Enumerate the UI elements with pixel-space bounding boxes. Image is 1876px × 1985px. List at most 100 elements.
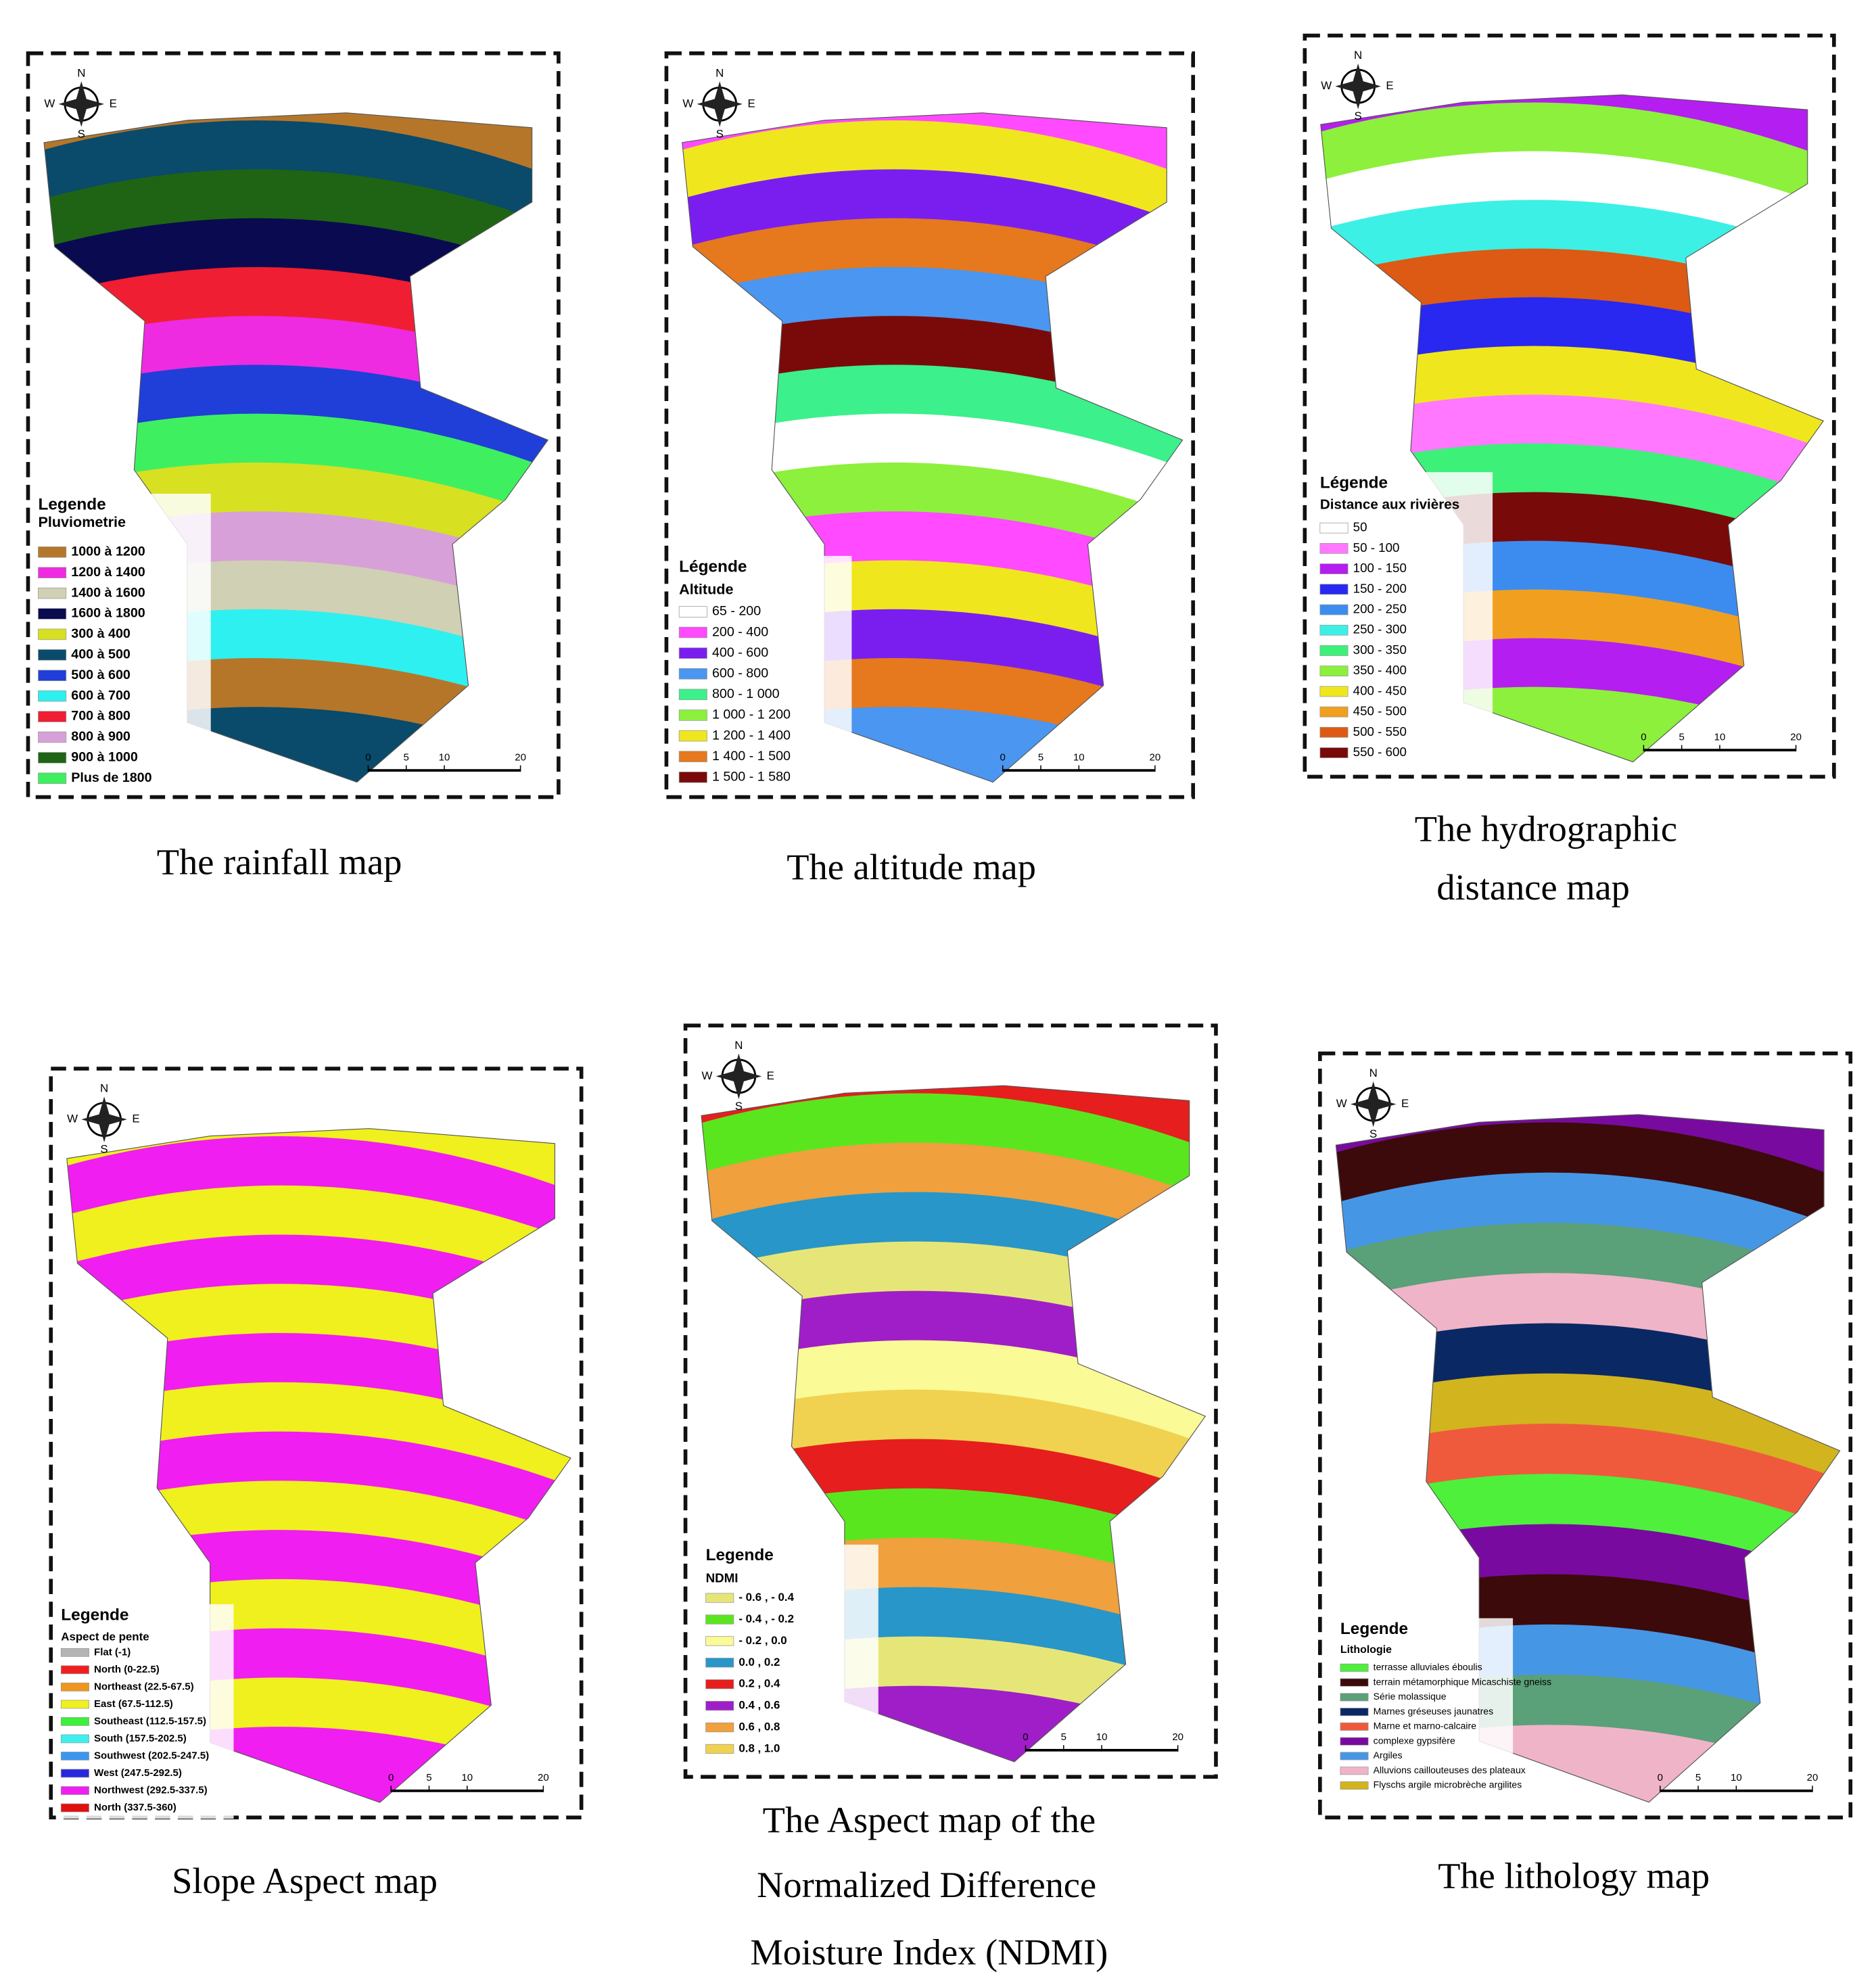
legend-label: 300 - 350 (1353, 643, 1407, 657)
legend-title: Légende (679, 557, 747, 576)
legend-label: 1400 à 1600 (71, 585, 145, 600)
scale-label: 10 (1096, 1731, 1108, 1743)
map-frame (664, 51, 1196, 799)
compass-e: E (748, 97, 755, 110)
scale-label: 10 (1714, 731, 1726, 743)
legend-swatch (1340, 1678, 1369, 1687)
legend-title: Legende (38, 495, 105, 513)
legend-swatch (1319, 645, 1349, 656)
legend-swatch (1340, 1663, 1369, 1672)
compass-n: N (1354, 49, 1362, 62)
legend-label: 450 - 500 (1353, 704, 1407, 718)
compass-e: E (1401, 1097, 1409, 1110)
legend-swatch (678, 730, 707, 742)
legend-title: Legende (61, 1606, 128, 1624)
scale-label: 20 (515, 751, 526, 763)
legend-label: 350 - 400 (1353, 663, 1407, 677)
map-caption: The lithology map (1438, 1856, 1710, 1896)
scale-label: 5 (1038, 751, 1043, 763)
legend-label: 0.8 , 1.0 (738, 1742, 780, 1754)
map-panel: N S W E Legende Lithologie terrasse alluviales… (1318, 1051, 1853, 1820)
legend-label: 0.4 , 0.6 (738, 1699, 780, 1712)
legend-label: 700 à 800 (71, 709, 131, 724)
legend-label: 300 à 400 (71, 626, 131, 641)
compass-star (58, 81, 105, 127)
legend-label: 400 - 600 (712, 645, 768, 660)
compass-star (1335, 63, 1381, 110)
legend-swatch (38, 587, 67, 599)
map-caption: Slope Aspect map (172, 1861, 438, 1901)
compass-s: S (716, 127, 724, 140)
legend-label: 100 - 150 (1353, 561, 1407, 575)
map-panel: N S W E Legende Aspect de pente Flat (-1) North… (49, 1067, 584, 1820)
legend-swatch (705, 1722, 734, 1733)
legend-swatch (38, 690, 67, 702)
legend-label: Plus de 1800 (71, 770, 151, 785)
legend-swatch (1340, 1752, 1369, 1760)
legend-swatch (705, 1701, 734, 1711)
legend-swatch (38, 546, 67, 558)
compass-e: E (110, 97, 117, 110)
legend-title: Légende (1320, 473, 1388, 492)
compass-w: W (701, 1069, 712, 1082)
legend-label: 0.0 , 0.2 (738, 1656, 780, 1668)
compass-e: E (1386, 79, 1393, 92)
legend-label: 1 000 - 1 200 (712, 707, 791, 722)
compass-w: W (1336, 1097, 1347, 1110)
legend-swatch (1319, 563, 1349, 574)
legend-label: 250 - 300 (1353, 622, 1407, 636)
legend-label: West (247.5-292.5) (94, 1767, 182, 1779)
legend-label: 1 200 - 1 400 (712, 728, 791, 743)
map-frame (26, 51, 561, 799)
map-outline (66, 1128, 571, 1803)
compass-n: N (734, 1039, 743, 1052)
legend-swatch (705, 1679, 734, 1689)
legend-label: 800 à 900 (71, 729, 131, 744)
legend-swatch (1319, 542, 1349, 554)
legend-label: 550 - 600 (1353, 745, 1407, 759)
legend-swatch (1319, 624, 1349, 636)
legend-swatch (1319, 604, 1349, 615)
legend-label: complexe gypsifère (1374, 1735, 1455, 1746)
legend-label: 800 - 1 000 (712, 686, 780, 701)
legend-swatch (60, 1700, 89, 1709)
legend-label: Northwest (292.5-337.5) (94, 1784, 208, 1796)
legend-swatch (1319, 747, 1349, 758)
legend-label: East (67.5-112.5) (94, 1698, 173, 1710)
legend-label: 1000 à 1200 (71, 544, 145, 559)
legend-label: Marne et marno-calcaire (1374, 1721, 1477, 1731)
legend-swatch (678, 626, 707, 638)
map-caption: The altitude map (787, 847, 1036, 887)
legend-label: Southeast (112.5-157.5) (94, 1715, 206, 1727)
legend-subtitle: Lithologie (1340, 1644, 1392, 1656)
compass-w: W (44, 97, 55, 110)
legend-label: 400 à 500 (71, 647, 131, 662)
legend-swatch (678, 751, 707, 762)
legend-swatch (60, 1665, 89, 1675)
legend-swatch (678, 688, 707, 701)
compass-w: W (682, 97, 693, 110)
legend-swatch (1340, 1722, 1369, 1731)
legend-swatch (705, 1636, 734, 1646)
legend-label: 0.2 , 0.4 (738, 1677, 780, 1690)
legend-label: North (337.5-360) (94, 1802, 177, 1813)
legend-subtitle: NDMI (706, 1570, 738, 1585)
scale-label: 20 (1172, 1731, 1183, 1743)
legend-swatch (1319, 665, 1349, 677)
legend-swatch (678, 668, 707, 680)
legend-swatch (1319, 726, 1349, 738)
legend-swatch (705, 1614, 734, 1625)
legend-label: Alluvions caillouteuses des plateaux (1374, 1765, 1526, 1775)
compass-s: S (1355, 110, 1362, 122)
legend-label: Northeast (22.5-67.5) (94, 1681, 194, 1692)
legend-label: 600 - 800 (712, 665, 768, 680)
legend-swatch (60, 1803, 89, 1813)
legend-swatch (38, 752, 67, 764)
legend-swatch (705, 1658, 734, 1668)
legend-swatch (1319, 522, 1349, 534)
legend-swatch (705, 1593, 734, 1603)
legend-swatch (60, 1648, 89, 1657)
